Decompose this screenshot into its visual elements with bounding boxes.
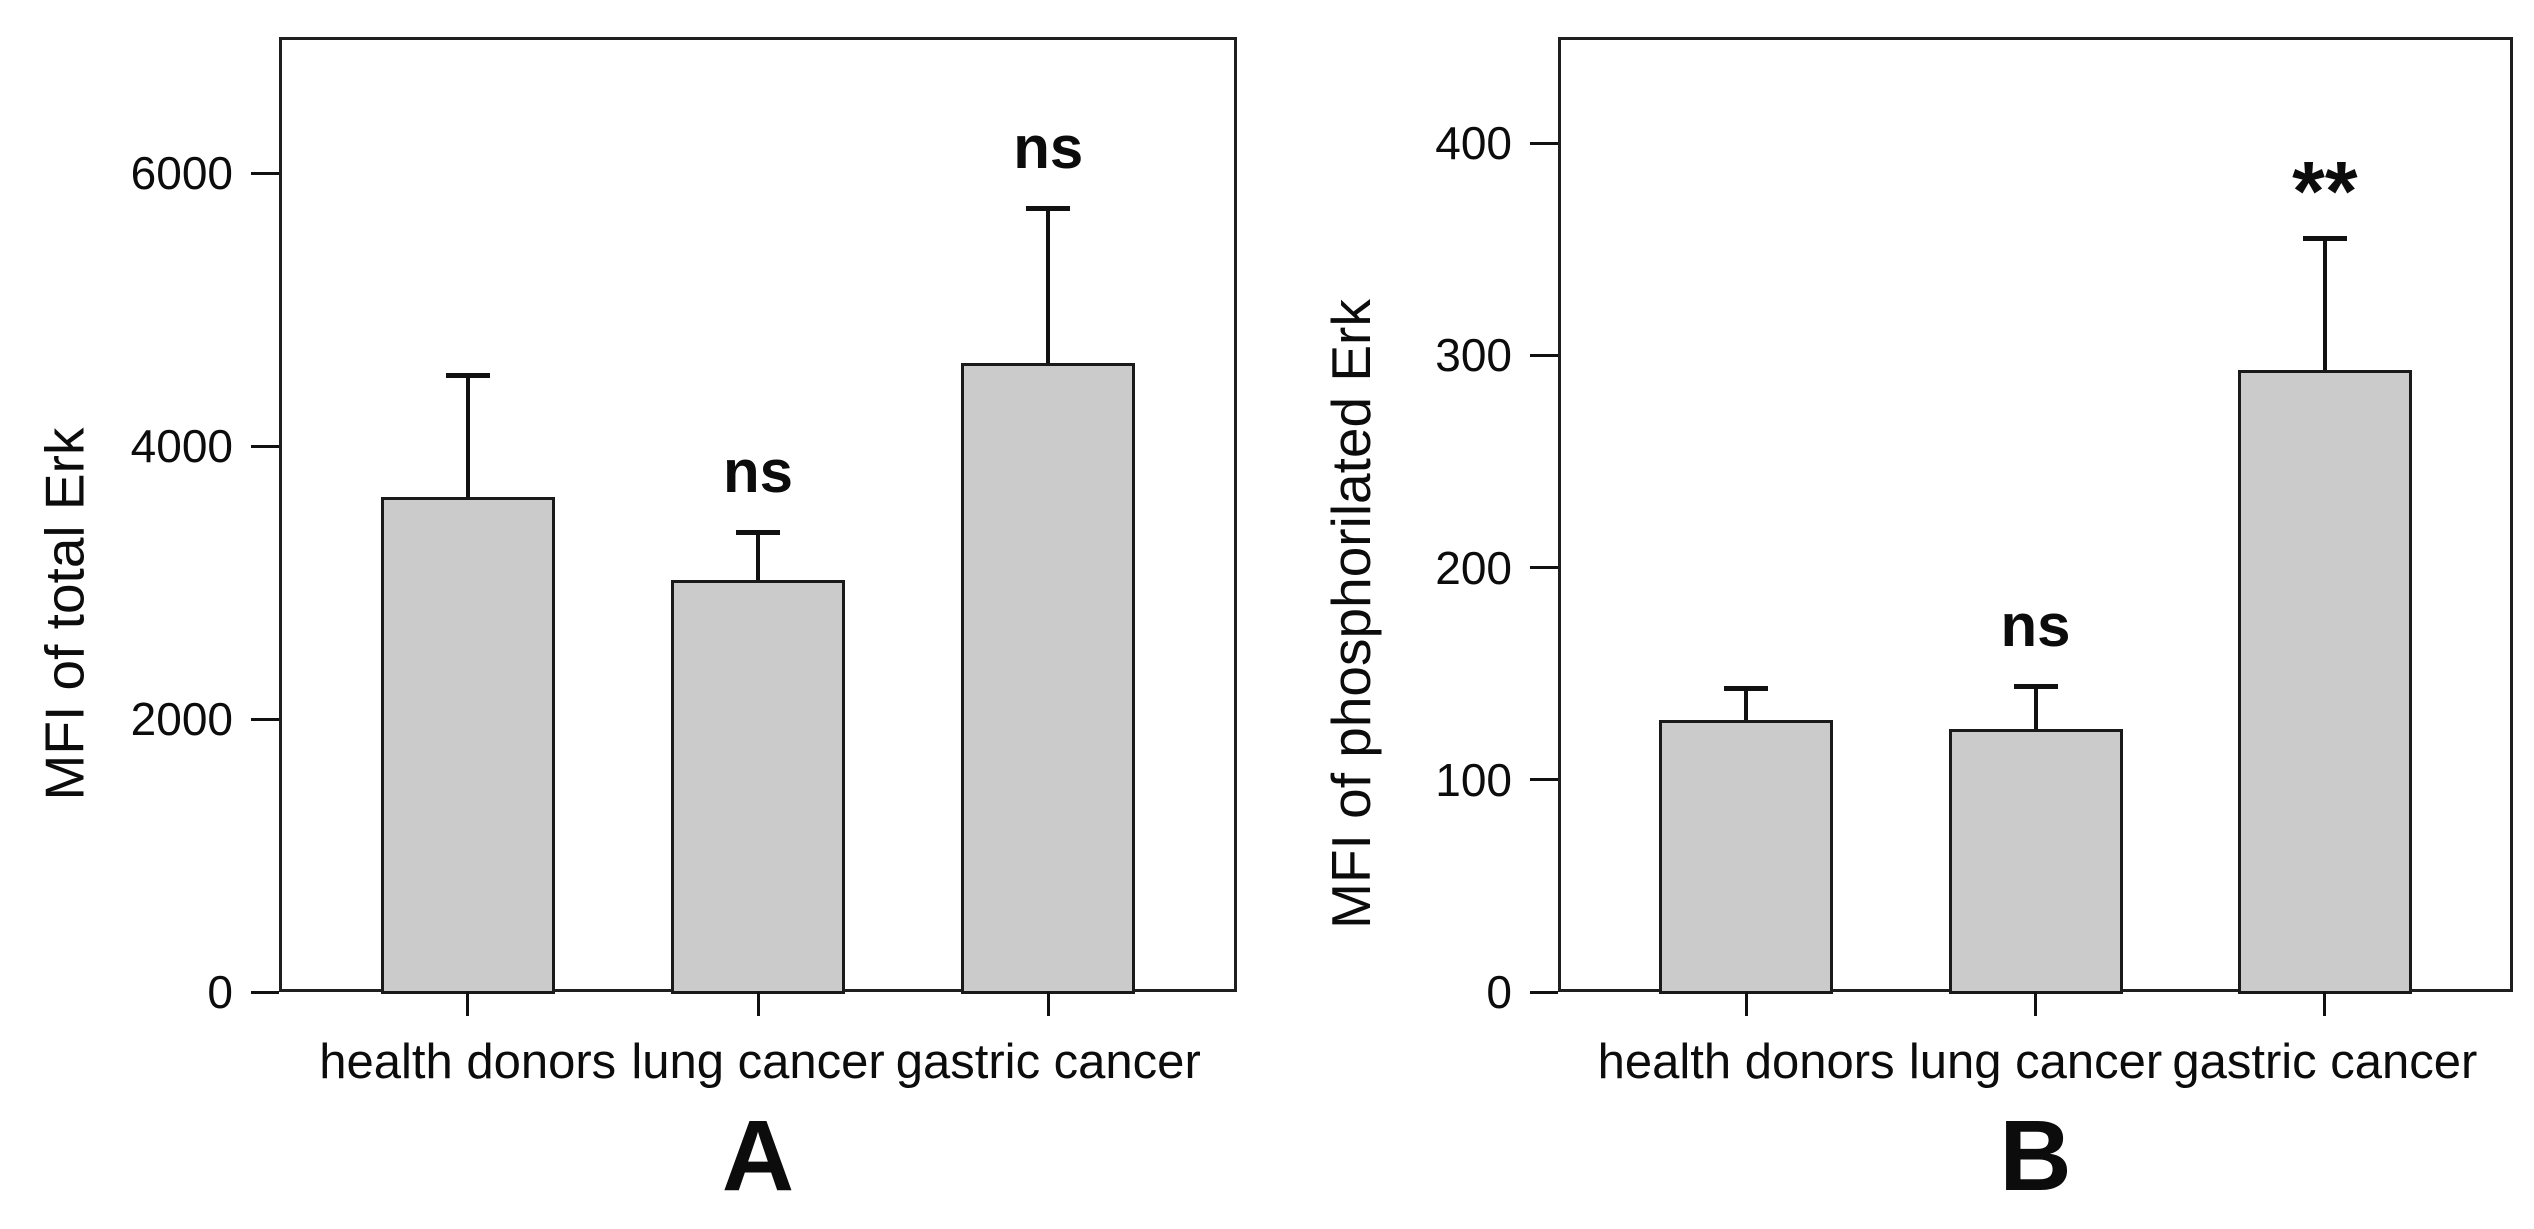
panel-a: MFI of total Erk 0 2000 4000 6000 health don… bbox=[33, 37, 1237, 1212]
panel-b: MFI of phosphorilated Erk 0 100 200 300 400 h… bbox=[1267, 0, 2534, 1229]
y-tick bbox=[251, 717, 279, 721]
error-bar-whisker bbox=[2322, 238, 2327, 371]
significance-label: ** bbox=[2292, 143, 2358, 238]
error-bar-cap bbox=[1026, 205, 1071, 211]
y-tick-label: 0 bbox=[207, 966, 233, 1018]
y-tick-label: 4000 bbox=[130, 420, 233, 473]
error-bar-cap bbox=[445, 372, 490, 378]
y-tick bbox=[1530, 353, 1558, 357]
y-tick bbox=[251, 171, 279, 175]
panel-letter-b: B bbox=[1999, 1100, 2072, 1212]
bar-lung-cancer bbox=[671, 579, 845, 994]
y-tick bbox=[251, 990, 279, 994]
y-tick-label: 300 bbox=[1435, 329, 1512, 382]
y-tick bbox=[1530, 141, 1558, 145]
bar-health-donors bbox=[1659, 720, 1834, 994]
x-tick-label: gastric cancer bbox=[895, 1035, 1201, 1089]
x-tick bbox=[756, 992, 760, 1016]
y-axis-label-b: MFI of phosphorilated Erk bbox=[1319, 299, 1382, 929]
y-tick-label: 200 bbox=[1435, 541, 1512, 594]
x-tick-label: lung cancer bbox=[1908, 1035, 2163, 1089]
bar-lung-cancer bbox=[1948, 728, 2123, 994]
significance-label: ns bbox=[722, 438, 794, 506]
bar-gastric-cancer bbox=[961, 363, 1136, 994]
y-tick-label: 0 bbox=[1486, 966, 1512, 1018]
significance-label: ns bbox=[1013, 114, 1084, 182]
error-bar-cap bbox=[736, 529, 780, 535]
bar-health-donors bbox=[380, 496, 555, 994]
x-tick bbox=[1046, 992, 1050, 1016]
x-tick-label: health donors bbox=[319, 1035, 617, 1089]
error-bar-whisker bbox=[2033, 686, 2038, 729]
x-tick bbox=[2034, 992, 2037, 1016]
x-tick bbox=[2323, 992, 2327, 1016]
x-tick-label: health donors bbox=[1597, 1035, 1895, 1089]
error-bar-cap bbox=[2302, 236, 2347, 242]
error-bar-whisker bbox=[1744, 688, 1749, 721]
x-tick-label: lung cancer bbox=[631, 1035, 885, 1089]
y-tick bbox=[1530, 778, 1558, 782]
error-bar-whisker bbox=[1046, 208, 1051, 364]
bar-gastric-cancer bbox=[2237, 370, 2412, 994]
y-tick-label: 2000 bbox=[130, 693, 233, 746]
y-tick-label: 100 bbox=[1435, 753, 1512, 806]
error-bar-cap bbox=[2013, 683, 2058, 689]
error-bar-cap bbox=[1724, 686, 1769, 692]
y-tick bbox=[1530, 566, 1558, 570]
y-tick bbox=[251, 444, 279, 448]
x-tick bbox=[466, 992, 470, 1016]
y-tick-label: 400 bbox=[1435, 117, 1512, 170]
x-tick bbox=[1744, 992, 1748, 1016]
error-bar-whisker bbox=[465, 375, 470, 497]
error-bar-whisker bbox=[756, 532, 760, 580]
significance-label: ns bbox=[2000, 592, 2071, 660]
panel-letter-a: A bbox=[721, 1100, 795, 1212]
y-tick bbox=[1530, 990, 1558, 994]
y-tick-label: 6000 bbox=[130, 147, 233, 200]
x-tick-label: gastric cancer bbox=[2172, 1035, 2478, 1089]
